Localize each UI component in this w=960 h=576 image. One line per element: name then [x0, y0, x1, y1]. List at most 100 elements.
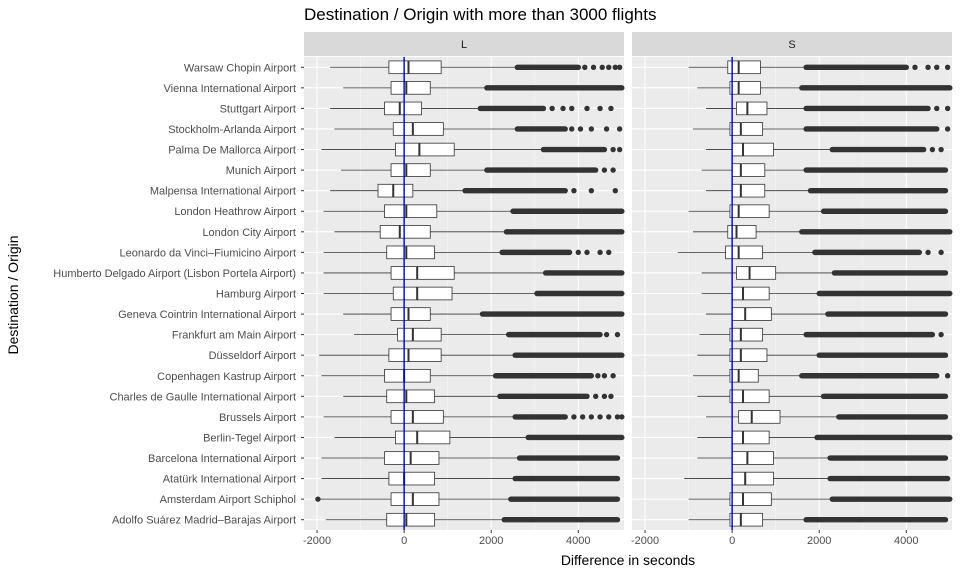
outlier-point [606, 414, 612, 420]
outlier-point [616, 126, 623, 132]
outlier-point [599, 64, 605, 70]
box-L-18 [334, 430, 625, 445]
y-tick-label: Frankfurt am Main Airport [172, 330, 296, 342]
box-L-9 [323, 245, 612, 260]
box-S-0 [688, 60, 951, 75]
iqr-box [388, 60, 442, 75]
y-tick-label: Geneva Cointrin International Airport [118, 309, 296, 321]
box-S-3 [692, 122, 951, 136]
outlier-point [612, 64, 618, 70]
iqr-box [384, 451, 440, 465]
iqr-box [731, 471, 774, 486]
box-L-1 [343, 81, 625, 95]
iqr-box [390, 81, 431, 95]
outlier-point [938, 331, 944, 338]
facet-strip [632, 32, 952, 56]
x-tick-label: -2000 [631, 535, 659, 547]
iqr-box [729, 368, 759, 383]
outlier-point [610, 167, 616, 173]
y-tick-label: Palma De Mallorca Airport [168, 145, 296, 157]
outlier-point [606, 249, 612, 256]
outlier-point [577, 126, 584, 132]
facet-panels: L -2000 0 2000 4000 S -2000 0 2000 4000 [303, 32, 953, 547]
iqr-box [388, 471, 436, 486]
y-tick-label: Charles de Gaulle International Airport [110, 391, 297, 403]
y-tick-label: Stuttgart Airport [220, 103, 296, 115]
iqr-box [390, 307, 431, 321]
box-L-19 [321, 451, 621, 465]
outlier-point [934, 64, 940, 70]
outlier-point [938, 146, 944, 153]
outlier-point [614, 414, 621, 420]
outlier-point [575, 249, 581, 256]
x-tick-label: 0 [401, 535, 407, 547]
y-tick-label: Warsaw Chopin Airport [184, 62, 296, 74]
iqr-box [388, 348, 442, 362]
box-S-1 [697, 81, 953, 95]
y-tick-label: Munich Airport [226, 165, 296, 177]
outlier-point [584, 105, 590, 112]
iqr-box [725, 245, 764, 260]
x-tick-label: 4000 [894, 535, 918, 547]
box-S-17 [706, 410, 949, 424]
box-L-5 [341, 163, 616, 177]
box-S-19 [697, 451, 949, 465]
iqr-box [386, 389, 436, 404]
iqr-box [729, 327, 764, 342]
iqr-box [384, 101, 422, 116]
outlier-point [601, 373, 608, 379]
box-L-22 [325, 512, 621, 527]
box-S-21 [688, 492, 953, 506]
iqr-box [729, 81, 761, 95]
outlier-point [944, 105, 951, 112]
box-S-16 [697, 389, 949, 404]
outlier-point [608, 393, 614, 400]
iqr-box [727, 60, 761, 75]
outlier-point [582, 64, 588, 70]
x-tick-label: 0 [729, 535, 735, 547]
iqr-box [729, 122, 764, 136]
y-tick-label: Humberto Delgado Airport (Lisbon Portela… [53, 268, 296, 280]
iqr-box [731, 163, 766, 177]
iqr-box [727, 225, 757, 239]
facet-strip-label: L [461, 39, 467, 51]
facet-strip [304, 32, 624, 56]
box-L-11 [323, 286, 625, 301]
outlier-point [597, 105, 603, 112]
outlier-point [608, 105, 614, 112]
outlier-point [597, 249, 603, 256]
y-tick-label: Copenhagen Kastrup Airport [157, 371, 296, 383]
box-S-12 [706, 307, 949, 321]
box-S-5 [701, 163, 949, 177]
iqr-box [729, 348, 768, 362]
box-L-4 [321, 142, 623, 157]
box-L-15 [321, 368, 616, 383]
box-L-21 [315, 492, 621, 506]
iqr-box [736, 101, 768, 116]
box-L-3 [334, 122, 623, 136]
outlier-point [612, 187, 618, 194]
outlier-point [610, 146, 616, 153]
iqr-box [729, 492, 772, 506]
outlier-point [616, 64, 623, 70]
iqr-box [390, 492, 440, 506]
outlier-point [571, 414, 577, 420]
iqr-box [384, 368, 431, 383]
outlier-point [912, 64, 918, 70]
iqr-box [731, 286, 770, 301]
chart-title: Destination / Origin with more than 3000… [304, 5, 656, 24]
x-tick-label: 2000 [807, 535, 831, 547]
facet-panel-L: L -2000 0 2000 4000 [303, 32, 625, 547]
box-S-11 [701, 286, 953, 301]
outlier-point [925, 249, 931, 256]
y-tick-label: Brussels Airport [219, 412, 296, 424]
box-L-10 [323, 266, 625, 280]
outlier-point [601, 167, 608, 173]
y-tick-label: Amsterdam Airport Schiphol [160, 494, 296, 506]
outlier-point [601, 393, 608, 400]
y-tick-label: Adolfo Suárez Madrid–Barajas Airport [112, 515, 296, 527]
x-axis-title: Difference in seconds [561, 552, 695, 568]
facet-panel-S: S -2000 0 2000 4000 [631, 32, 953, 547]
box-S-22 [688, 512, 949, 527]
box-L-8 [334, 225, 625, 239]
